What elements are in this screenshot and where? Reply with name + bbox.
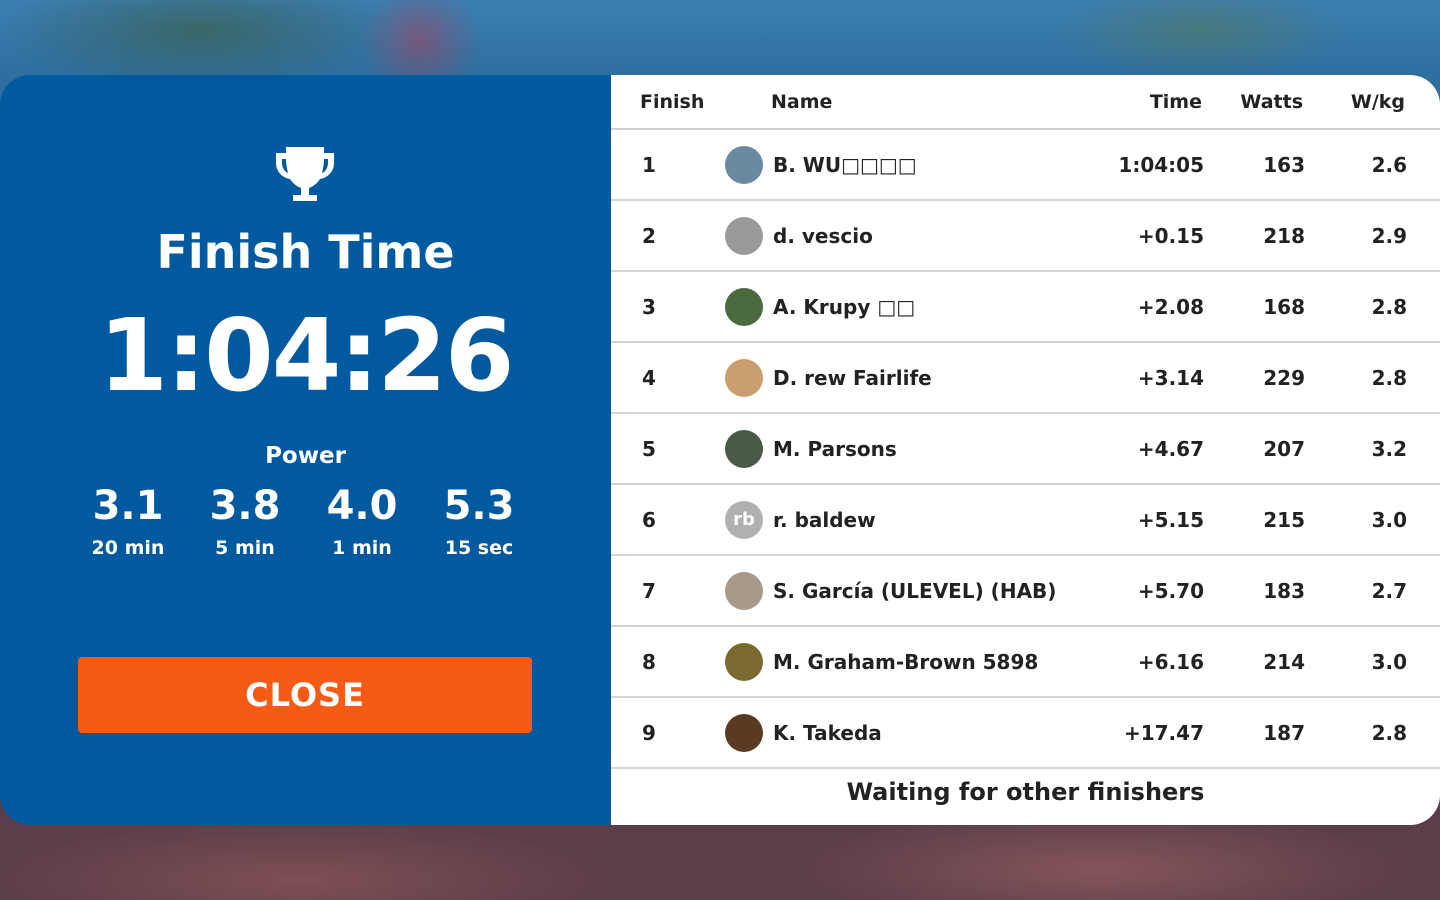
watts: 163 <box>1263 153 1305 177</box>
avatar <box>725 430 763 468</box>
watts: 218 <box>1263 224 1305 248</box>
results-table: Finish Name Time Watts W/kg 1 B. WU□□□□ … <box>611 75 1440 825</box>
waiting-message: Waiting for other finishers <box>846 778 1205 806</box>
wkg: 2.9 <box>1371 224 1407 248</box>
time: +0.15 <box>1137 224 1204 248</box>
header-name: Name <box>771 91 833 113</box>
wkg: 2.7 <box>1371 579 1407 603</box>
power-duration: 1 min <box>332 537 392 559</box>
avatar <box>725 572 763 610</box>
rank: 4 <box>642 366 656 390</box>
header-wkg: W/kg <box>1350 91 1405 113</box>
table-row[interactable]: 4 D. rew Fairlife +3.14 229 2.8 <box>611 343 1440 414</box>
finish-time-label: Finish Time <box>156 225 455 279</box>
time: +2.08 <box>1137 295 1204 319</box>
rider-name: r. baldew <box>773 508 876 532</box>
wkg: 2.6 <box>1371 153 1407 177</box>
power-stat: 3.1 20 min <box>68 483 188 559</box>
rank: 8 <box>642 650 656 674</box>
table-row[interactable]: 6 rb r. baldew +5.15 215 3.0 <box>611 485 1440 556</box>
table-row[interactable]: 7 S. García (ULEVEL) (HAB) +5.70 183 2.7 <box>611 556 1440 627</box>
rank: 5 <box>642 437 656 461</box>
rank: 9 <box>642 721 656 745</box>
table-row[interactable]: 3 A. Krupy □□ +2.08 168 2.8 <box>611 272 1440 343</box>
watts: 183 <box>1263 579 1305 603</box>
power-stat: 3.8 5 min <box>185 483 305 559</box>
table-row[interactable]: 1 B. WU□□□□ 1:04:05 163 2.6 <box>611 130 1440 201</box>
power-stat: 5.3 15 sec <box>419 483 539 559</box>
watts: 229 <box>1263 366 1305 390</box>
time: +17.47 <box>1123 721 1204 745</box>
watts: 168 <box>1263 295 1305 319</box>
avatar: rb <box>725 501 763 539</box>
watts: 215 <box>1263 508 1305 532</box>
rider-name: d. vescio <box>773 224 873 248</box>
rider-name: D. rew Fairlife <box>773 366 932 390</box>
table-row[interactable]: 5 M. Parsons +4.67 207 3.2 <box>611 414 1440 485</box>
header-time: Time <box>1149 91 1202 113</box>
table-row[interactable]: 9 K. Takeda +17.47 187 2.8 <box>611 698 1440 769</box>
header-watts: Watts <box>1240 91 1303 113</box>
rank: 7 <box>642 579 656 603</box>
wkg: 2.8 <box>1371 721 1407 745</box>
watts: 214 <box>1263 650 1305 674</box>
avatar <box>725 288 763 326</box>
table-row[interactable]: 8 M. Graham-Brown 5898 +6.16 214 3.0 <box>611 627 1440 698</box>
wkg: 3.0 <box>1371 650 1407 674</box>
wkg: 2.8 <box>1371 366 1407 390</box>
table-row[interactable]: 2 d. vescio +0.15 218 2.9 <box>611 201 1440 272</box>
wkg: 3.0 <box>1371 508 1407 532</box>
time: 1:04:05 <box>1118 153 1204 177</box>
rank: 2 <box>642 224 656 248</box>
rank: 3 <box>642 295 656 319</box>
watts: 187 <box>1263 721 1305 745</box>
power-stat: 4.0 1 min <box>302 483 422 559</box>
rank: 6 <box>642 508 656 532</box>
close-button[interactable]: CLOSE <box>78 657 532 733</box>
time: +4.67 <box>1137 437 1204 461</box>
rank: 1 <box>642 153 656 177</box>
avatar <box>725 217 763 255</box>
watts: 207 <box>1263 437 1305 461</box>
trophy-icon <box>276 147 334 201</box>
header-finish: Finish <box>640 91 705 113</box>
power-label: Power <box>265 443 346 469</box>
wkg: 2.8 <box>1371 295 1407 319</box>
time: +6.16 <box>1137 650 1204 674</box>
avatar-initials: rb <box>733 509 755 530</box>
time: +5.70 <box>1137 579 1204 603</box>
rider-name: M. Parsons <box>773 437 897 461</box>
wkg: 3.2 <box>1371 437 1407 461</box>
finish-summary: Finish Time 1:04:26 Power 3.1 20 min 3.8 5… <box>0 75 611 825</box>
avatar <box>725 146 763 184</box>
time: +3.14 <box>1137 366 1204 390</box>
background-scene <box>0 0 1440 80</box>
background-road <box>0 820 1440 900</box>
power-duration: 15 sec <box>444 537 514 559</box>
avatar <box>725 714 763 752</box>
power-value: 4.0 <box>326 483 398 529</box>
power-value: 5.3 <box>443 483 515 529</box>
rider-name: M. Graham-Brown 5898 <box>773 650 1039 674</box>
power-value: 3.8 <box>209 483 281 529</box>
time: +5.15 <box>1137 508 1204 532</box>
power-value: 3.1 <box>92 483 164 529</box>
table-header: Finish Name Time Watts W/kg <box>611 75 1440 130</box>
power-duration: 5 min <box>215 537 275 559</box>
avatar <box>725 643 763 681</box>
rider-name: A. Krupy □□ <box>773 295 916 319</box>
avatar <box>725 359 763 397</box>
rider-name: B. WU□□□□ <box>773 153 917 177</box>
power-duration: 20 min <box>91 537 165 559</box>
rider-name: S. García (ULEVEL) (HAB) <box>773 579 1057 603</box>
finish-time-value: 1:04:26 <box>98 297 515 414</box>
rider-name: K. Takeda <box>773 721 882 745</box>
results-panel: Finish Time 1:04:26 Power 3.1 20 min 3.8 5… <box>0 75 1440 825</box>
